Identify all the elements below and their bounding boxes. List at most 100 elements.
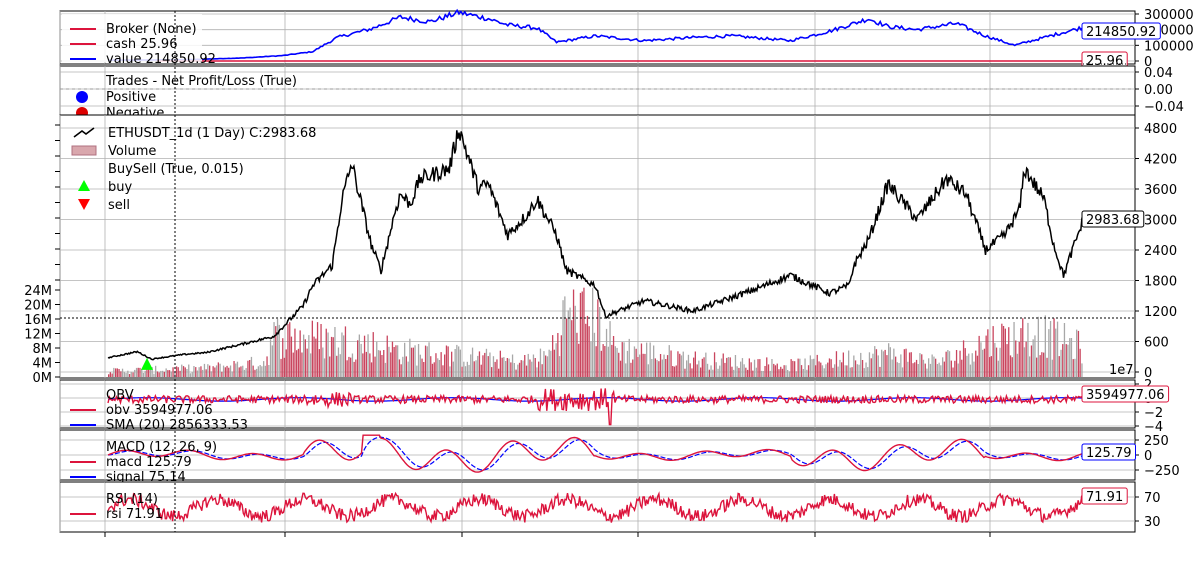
volume-bar [588,326,590,377]
volume-bar [256,368,258,377]
volume-bar [193,366,195,377]
volume-bar [633,346,636,377]
volume-bar [740,361,742,377]
volume-bar [806,369,808,377]
legend-marker [71,145,97,156]
volume-bar [807,365,810,377]
volume-bar [484,352,486,377]
volume-bar [698,360,700,377]
y-tick-label: 250 [1144,434,1169,449]
volume-bar [825,364,827,377]
volume-bar [451,351,453,377]
volume-bar [813,358,815,377]
volume-bar [137,367,139,377]
volume-bar [605,328,608,377]
volume-bar [640,343,643,377]
volume-bar [421,358,423,377]
volume-bar [609,321,611,377]
y-tick-label: 3000 [1144,214,1177,229]
legend-entry: Volume [108,144,156,159]
volume-bar [144,370,146,377]
volume-bar [275,326,277,377]
volume-bar [538,361,540,377]
volume-bar [943,361,945,377]
volume-bar [405,356,407,377]
volume-bar [290,336,293,377]
volume-bar [604,346,606,377]
volume-bar [771,359,773,377]
volume-bar [372,332,374,377]
volume-bar [252,365,254,377]
volume-bar [532,354,535,377]
volume-bar [423,362,425,377]
volume-bar [229,365,232,377]
legend-marker [73,127,95,138]
volume-bar [1041,352,1043,377]
volume-bar [595,346,597,377]
volume-bar [1001,323,1003,377]
legend-entry: Positive [106,90,156,105]
volume-bar [693,357,695,377]
legend-entry: signal 75.14 [106,470,186,485]
volume-bar [384,362,387,377]
volume-bar [712,369,714,377]
volume-bar [841,362,843,377]
volume-bar [219,363,221,377]
volume-bar [397,345,399,377]
volume-bar [705,352,707,377]
volume-bar [651,359,653,377]
volume-bar [715,362,717,377]
volume-bar [1018,341,1020,377]
volume-bar [430,356,432,377]
macd-line [107,434,1084,473]
volume-bar [254,369,256,377]
volume-bar [814,365,817,377]
volume-bar [499,350,501,377]
volume-bar [419,354,421,377]
volume-bar [182,366,185,377]
volume-bar [832,367,834,377]
volume-bar [1006,344,1008,377]
volume-bar [720,358,723,377]
cash-last-label: 25.96 [1086,54,1123,69]
volume-bar [121,368,124,377]
volume-bar [954,360,956,377]
volume-bar [639,354,641,377]
volume-bar [743,364,745,377]
volume-bar [794,361,796,377]
volume-bar [221,371,223,377]
legend-marker [78,180,90,191]
panel-trades: Trades - Net Profit/Loss (True)PositiveN… [59,65,1184,121]
volume-bar [362,353,364,377]
volume-bar [322,347,324,377]
panel-rsi: RSI (14)rsi 71.91 70 30 71.91 [59,481,1161,533]
volume-bar [113,367,115,377]
legend-entry: cash 25.96 [106,37,177,52]
volume-bar [249,360,251,377]
volume-bar [153,373,155,377]
volume-bar [494,361,496,377]
volume-bar [527,353,529,377]
volume-bar [470,354,472,377]
legend-entry: rsi 71.91 [106,507,163,522]
volume-bar [644,353,646,377]
volume-tick-label: 20M [24,299,52,314]
volume-bar [118,369,120,377]
volume-bar [834,364,836,377]
volume-bar [412,347,414,377]
volume-bar [727,357,730,377]
volume-bar [980,342,982,377]
volume-bar [959,350,961,377]
volume-bar [1020,328,1022,377]
volume-bar [837,366,839,377]
volume-bar [327,332,329,377]
volume-bar [1076,329,1078,377]
volume-bar [1008,327,1010,377]
volume-bar [628,338,630,377]
volume-bar [844,365,846,377]
volume-bar [1013,322,1015,377]
volume-bar [172,367,174,377]
price-last-label-box [1081,210,1145,228]
volume-bar [273,322,275,377]
volume-bar [901,367,904,377]
